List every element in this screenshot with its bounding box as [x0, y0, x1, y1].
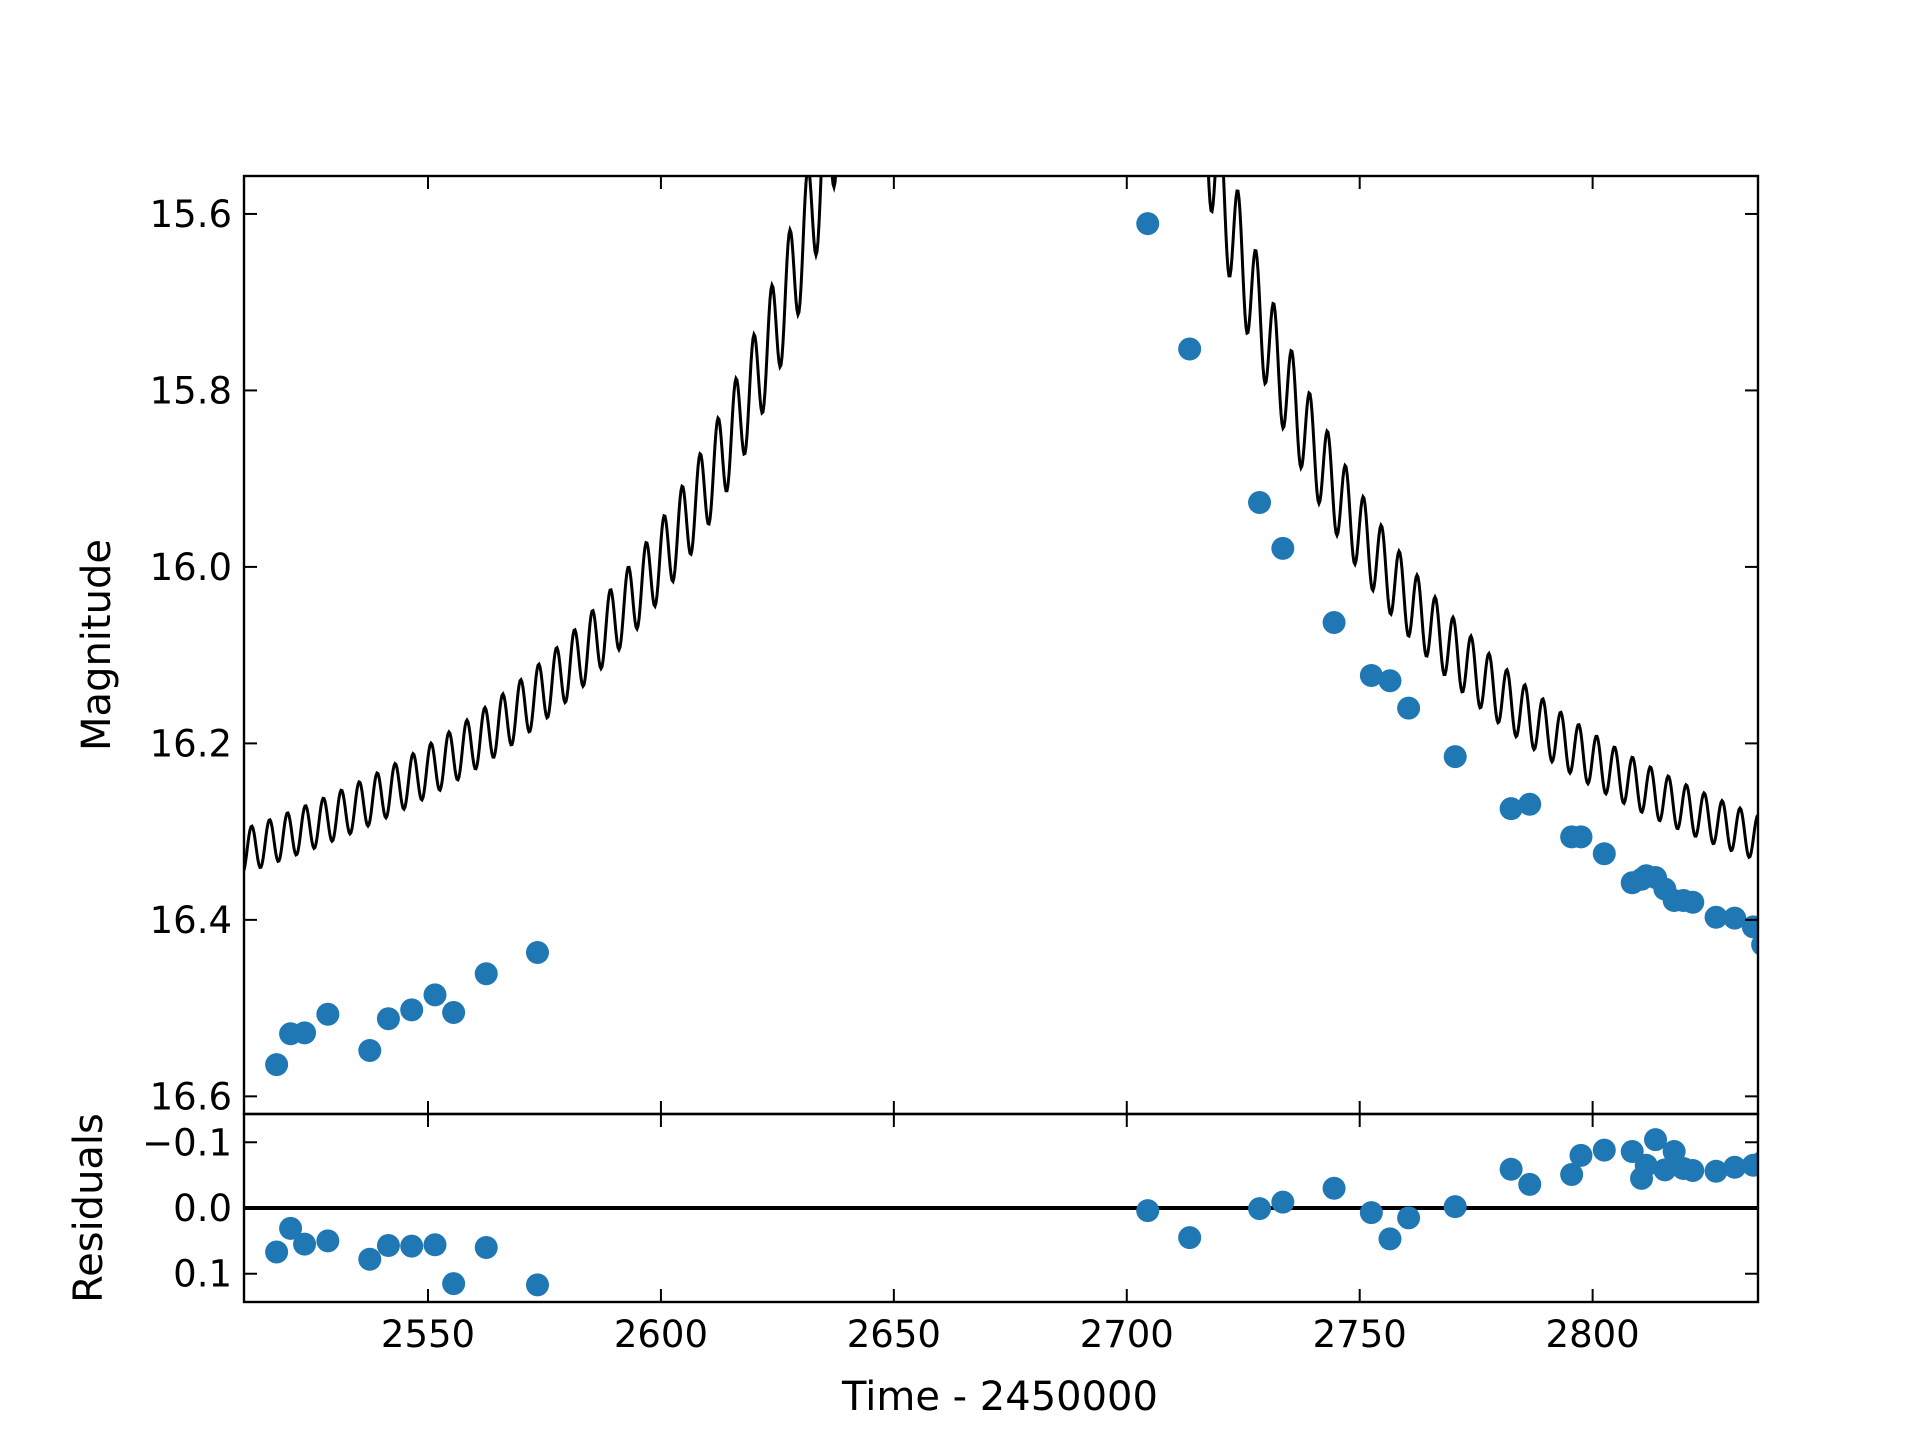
- residual-points-layer: [265, 1128, 1758, 1297]
- main-y-axis-label: Magnitude: [74, 539, 120, 751]
- residual-point: [1322, 1176, 1346, 1200]
- residual-point: [1644, 1128, 1668, 1152]
- data-point: [1359, 663, 1383, 687]
- data-point: [265, 1053, 289, 1077]
- residual-point: [1443, 1195, 1467, 1219]
- residual-point: [1499, 1157, 1523, 1181]
- residual-ticks-layer: −0.1 0.0 0.1 2550 2600 2650 2700 2750 2800: [142, 1114, 1758, 1356]
- data-point: [1271, 536, 1295, 560]
- residual-point: [1681, 1159, 1705, 1183]
- residuals-plot-frame: [242, 1112, 1760, 1304]
- x-axis-label: Time - 2450000: [841, 1374, 1158, 1420]
- x-tick-label: 2550: [381, 1313, 475, 1356]
- model-curve-layer: [244, 176, 1758, 871]
- residual-point: [1136, 1199, 1160, 1223]
- data-point: [1518, 792, 1542, 816]
- residual-point: [525, 1273, 549, 1297]
- data-point: [1751, 934, 1758, 956]
- main-y-tick-label: 16.2: [150, 722, 232, 765]
- data-point: [423, 983, 447, 1007]
- data-point: [1499, 797, 1523, 821]
- main-y-tick-label: 15.6: [150, 193, 232, 236]
- residual-point: [1592, 1138, 1616, 1162]
- data-point: [1723, 906, 1747, 930]
- residual-point: [316, 1229, 340, 1253]
- data-point: [1378, 669, 1402, 693]
- data-point: [400, 998, 424, 1022]
- x-tick-label: 2650: [847, 1313, 941, 1356]
- residual-y-tick-label: −0.1: [142, 1121, 232, 1164]
- residual-point: [474, 1235, 498, 1259]
- data-point: [525, 941, 549, 965]
- data-point: [1741, 915, 1758, 939]
- residual-point: [265, 1240, 289, 1264]
- data-point: [1248, 490, 1272, 514]
- residual-point: [1634, 1153, 1658, 1177]
- residual-point: [1569, 1143, 1593, 1167]
- data-point: [1592, 842, 1616, 866]
- residual-point: [293, 1232, 317, 1256]
- residual-y-tick-label: 0.1: [173, 1253, 232, 1296]
- residual-point: [1397, 1206, 1421, 1230]
- data-point: [1569, 825, 1593, 849]
- data-point: [1443, 745, 1467, 769]
- residual-point: [442, 1272, 466, 1296]
- residuals-panel: −0.1 0.0 0.1 2550 2600 2650 2700 2750 2800 Resid…: [66, 1112, 1760, 1420]
- data-point: [316, 1002, 340, 1026]
- residual-point: [1518, 1172, 1542, 1196]
- residual-y-tick-label: 0.0: [173, 1187, 232, 1230]
- data-point: [474, 962, 498, 986]
- x-tick-label: 2750: [1313, 1313, 1407, 1356]
- residual-point: [1620, 1139, 1644, 1163]
- residual-point: [1723, 1155, 1747, 1179]
- residual-point: [1560, 1162, 1584, 1186]
- residual-point: [1378, 1227, 1402, 1251]
- data-point: [376, 1007, 400, 1031]
- residual-point: [358, 1247, 382, 1271]
- data-point: [1178, 337, 1202, 361]
- data-points-layer: [265, 212, 1758, 1077]
- data-point: [1681, 890, 1705, 914]
- data-point: [1397, 696, 1421, 720]
- residual-point: [1248, 1197, 1272, 1221]
- data-point: [1322, 610, 1346, 634]
- residual-point: [400, 1234, 424, 1258]
- data-point: [442, 1001, 466, 1025]
- residual-point: [423, 1233, 447, 1257]
- residual-point: [1653, 1158, 1677, 1182]
- main-y-tick-label: 15.8: [150, 369, 232, 412]
- data-point: [1704, 905, 1728, 929]
- main-ticks-layer: 15.6 15.8 16.0 16.2 16.4 16.6: [150, 176, 1758, 1118]
- data-point: [358, 1038, 382, 1062]
- x-tick-label: 2600: [614, 1313, 708, 1356]
- residual-point: [1178, 1226, 1202, 1250]
- x-tick-label: 2800: [1546, 1313, 1640, 1356]
- residuals-y-axis-label: Residuals: [66, 1113, 112, 1303]
- main-y-tick-label: 16.4: [150, 899, 232, 942]
- residual-point: [1271, 1190, 1295, 1214]
- residual-point: [1704, 1159, 1728, 1183]
- residual-point: [1751, 1151, 1758, 1173]
- x-tick-label: 2700: [1080, 1313, 1174, 1356]
- main-y-tick-label: 16.6: [150, 1075, 232, 1118]
- data-point: [1136, 212, 1160, 236]
- residual-point: [1662, 1139, 1686, 1163]
- residual-point: [376, 1233, 400, 1257]
- data-point: [293, 1021, 317, 1045]
- main-y-tick-label: 16.0: [150, 546, 232, 589]
- model-curve: [244, 176, 1758, 871]
- residual-point: [1359, 1201, 1383, 1225]
- residual-point: [279, 1216, 303, 1240]
